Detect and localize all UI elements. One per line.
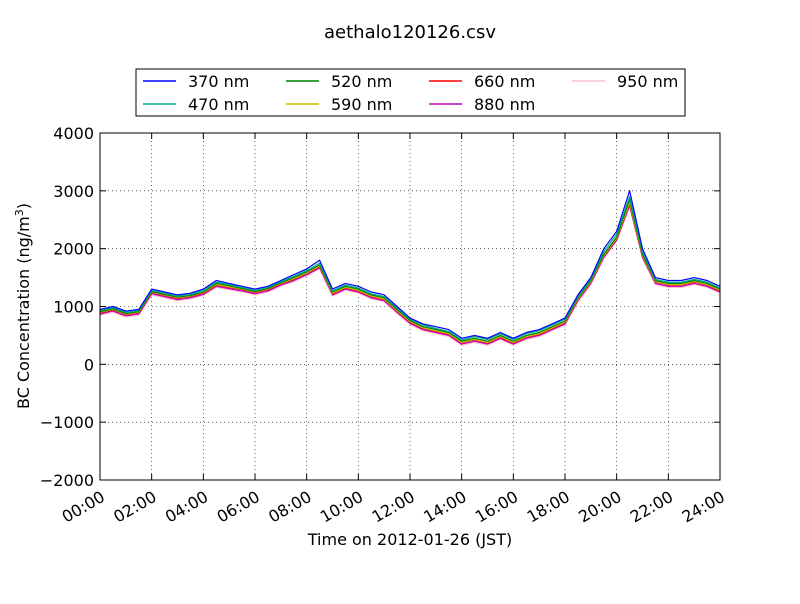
x-tick-label: 00:00 (59, 487, 108, 527)
axis-ticks (99, 132, 721, 481)
series-line-880-nm (99, 204, 721, 345)
y-tick-label: 4000 (53, 124, 94, 143)
x-tick-label: 16:00 (472, 487, 521, 527)
x-tick-label: 12:00 (369, 487, 418, 527)
legend-label: 590 nm (331, 95, 392, 114)
y-axis-label-sup: 3 (13, 209, 26, 216)
chart-title: aethalo120126.csv (324, 22, 496, 43)
x-tick-label: 10:00 (317, 487, 366, 527)
series-lines (99, 190, 721, 346)
series-line-520-nm (99, 198, 721, 342)
legend-box (135, 68, 686, 117)
legend-label: 880 nm (474, 95, 535, 114)
x-tick-label: 24:00 (679, 487, 728, 527)
legend-label: 370 nm (188, 72, 249, 91)
y-axis-label: BC Concentration (ng/m3) (13, 203, 33, 409)
grid-lines (100, 133, 720, 480)
series-line-470-nm (99, 196, 721, 341)
y-tick-label: 1000 (53, 298, 94, 317)
y-tick-label: 3000 (53, 182, 94, 201)
legend-label: 520 nm (331, 72, 392, 91)
x-tick-label: 08:00 (265, 487, 314, 527)
x-tick-label: 04:00 (162, 487, 211, 527)
y-axis-label-end: ) (14, 203, 33, 209)
x-tick-label: 02:00 (110, 487, 159, 527)
y-tick-labels: −2000 −1000 0 1000 2000 3000 4000 (40, 124, 94, 490)
x-tick-label: 14:00 (420, 487, 469, 527)
series-line-370-nm (99, 190, 721, 339)
y-axis-label-main: BC Concentration (ng/m (14, 216, 33, 409)
y-tick-label: 0 (84, 355, 94, 374)
x-tick-label: 06:00 (214, 487, 263, 527)
y-tick-label: −2000 (40, 471, 94, 490)
x-tick-labels: 00:00 02:00 04:00 06:00 08:00 10:00 12:00 14:00… (59, 487, 728, 527)
x-tick-label: 18:00 (524, 487, 573, 527)
x-tick-label: 20:00 (575, 487, 624, 527)
y-tick-label: −1000 (40, 413, 94, 432)
series-line-950-nm (99, 205, 721, 346)
x-tick-label: 22:00 (627, 487, 676, 527)
legend: 370 nm 470 nm 520 nm 590 nm 660 nm 880 nm 950 … (135, 68, 686, 117)
legend-label: 470 nm (188, 95, 249, 114)
legend-label: 950 nm (617, 72, 678, 91)
legend-label: 660 nm (474, 72, 535, 91)
x-axis-label: Time on 2012-01-26 (JST) (307, 530, 512, 549)
y-tick-label: 2000 (53, 240, 94, 259)
